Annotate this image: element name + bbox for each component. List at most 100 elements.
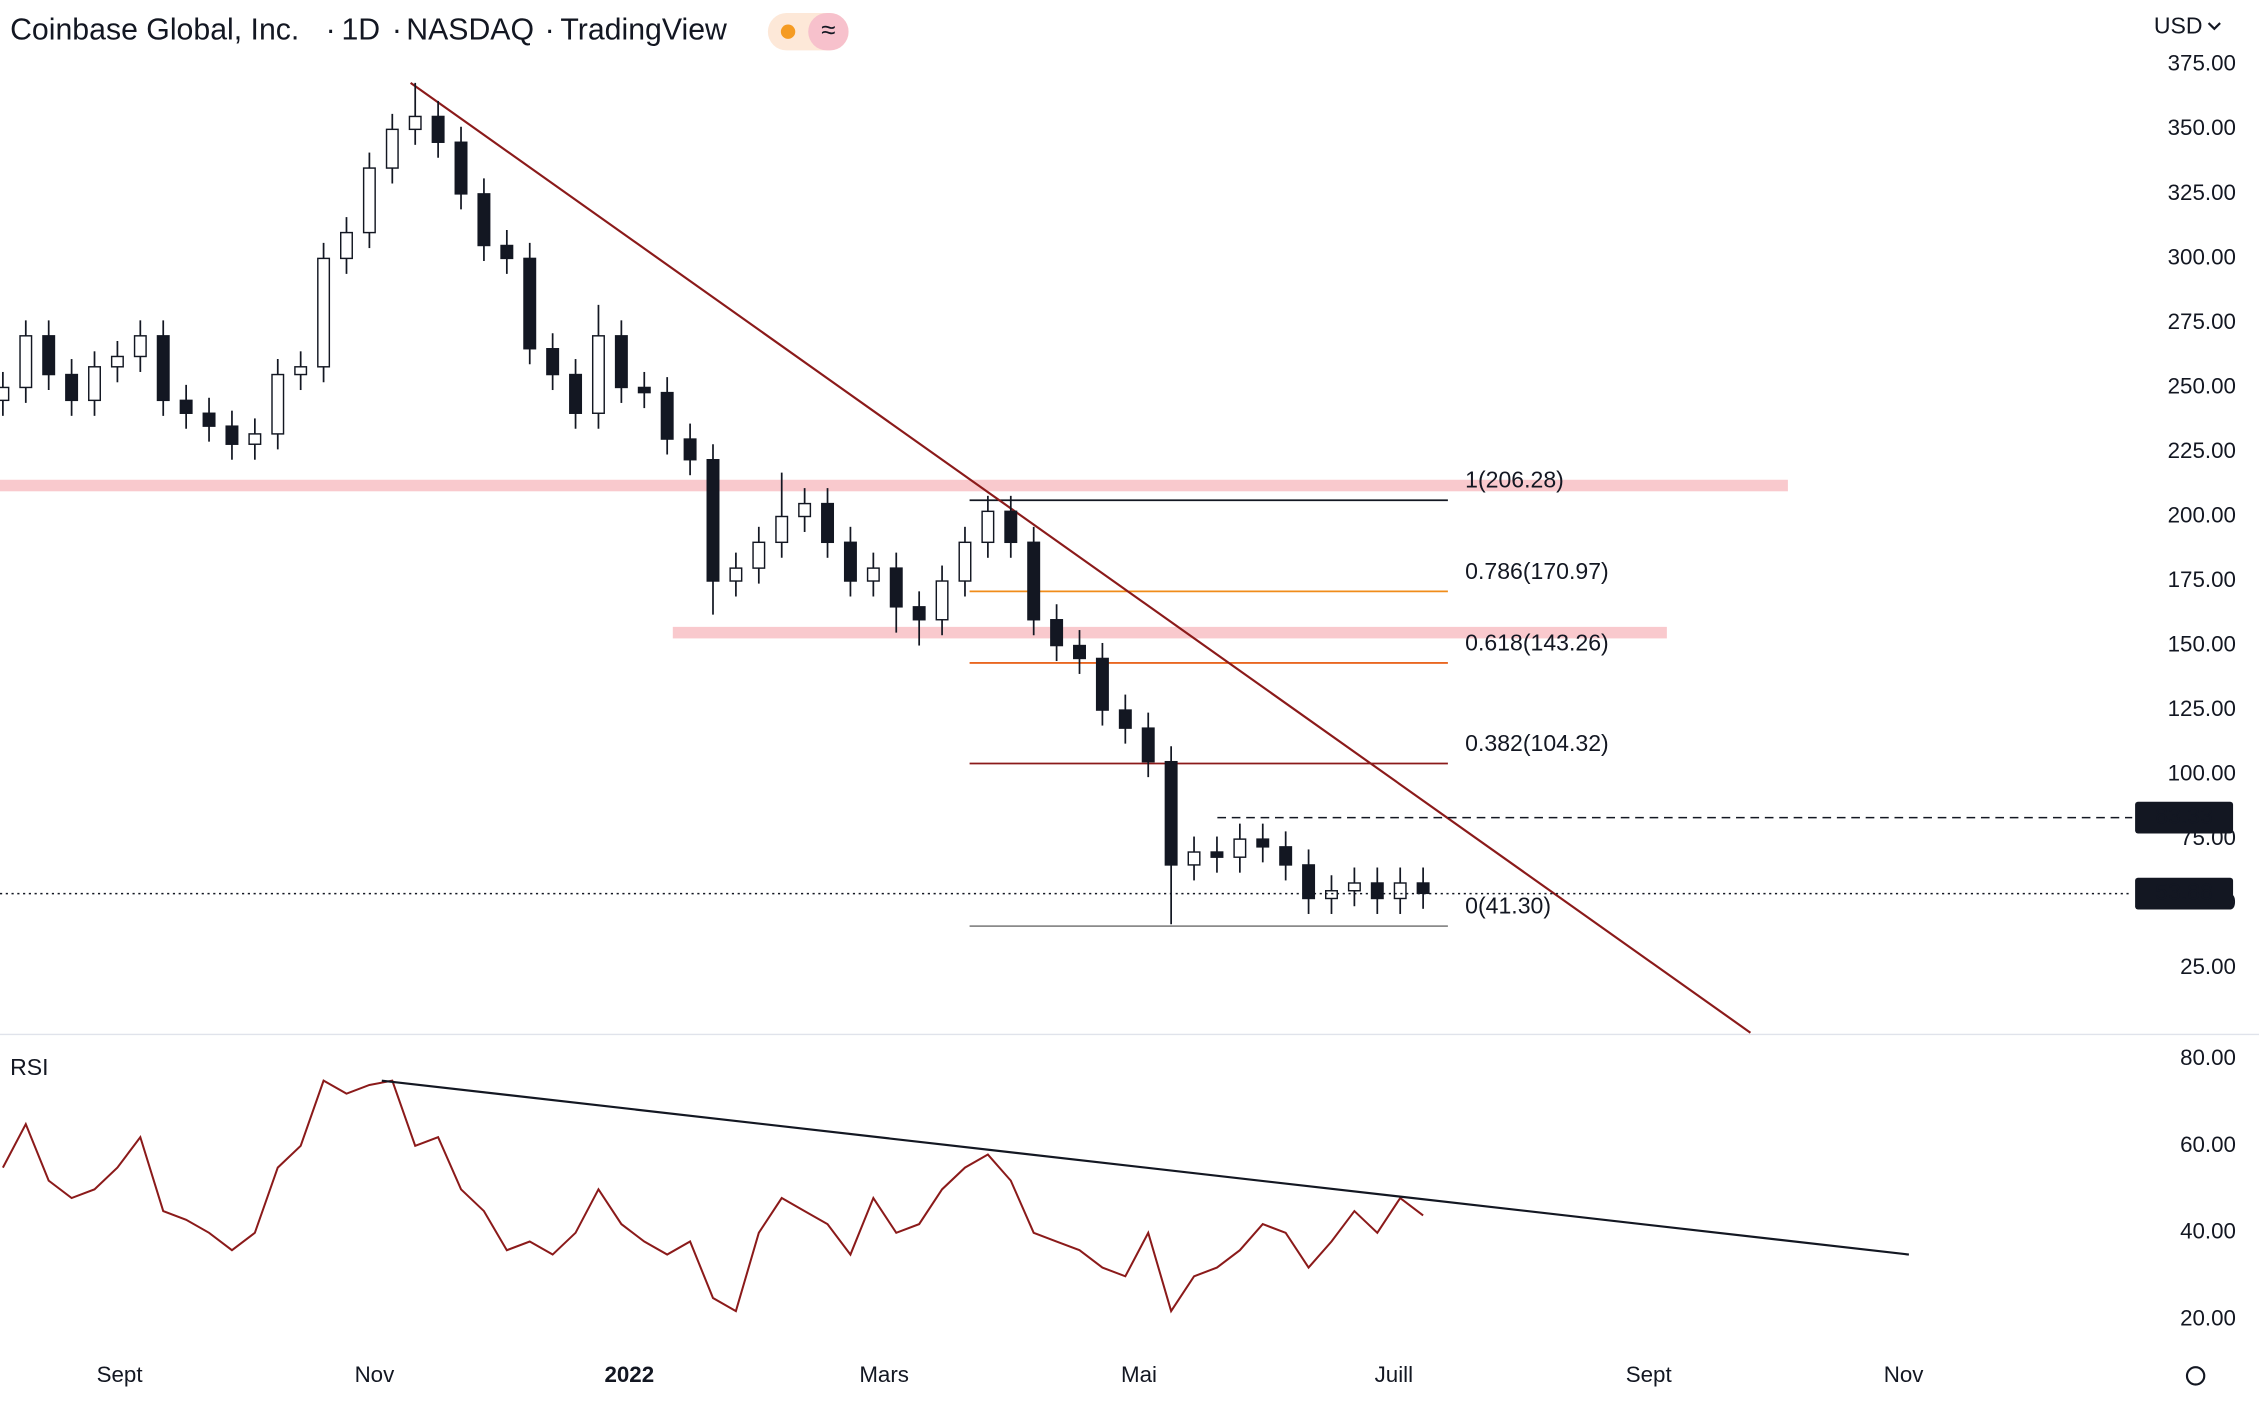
y-tick-label: 150.00 [2168,631,2236,656]
candle-body [637,386,651,394]
candle-body [912,606,926,621]
y-tick-label: 40.00 [2180,1219,2236,1244]
candle-body [1118,709,1132,729]
candle-body [1027,541,1041,621]
candle-body [729,567,743,582]
candle-body [889,567,903,608]
y-tick-label: 250.00 [2168,373,2236,398]
candle-body [981,510,995,544]
candle-body [500,244,514,260]
candle-body [1279,846,1293,866]
fib-label: 1(206.28) [1465,467,1564,493]
status-badge[interactable] [808,12,849,51]
candle-body [1073,644,1086,660]
candle-body [866,567,880,582]
x-tick-label: Nov [1884,1362,1925,1387]
candle-body [1347,882,1361,892]
candle-body [110,355,124,368]
indicator-title: RSI [10,1054,48,1080]
candle-body [179,399,193,414]
candle-body [683,438,697,461]
y-tick-label: 350.00 [2168,115,2236,140]
candle-body [1004,510,1018,544]
separator: · [326,14,336,47]
candle-body [614,335,628,389]
candle-body [0,386,10,402]
fib-label: 0.618(143.26) [1465,629,1609,655]
candle-body [317,257,331,368]
market-icon [780,24,796,39]
support-zone [0,479,1788,492]
candle-body [65,373,79,402]
candle-body [1141,727,1155,763]
candle-body [591,335,605,414]
candle-body [42,335,56,376]
separator: · [392,14,402,47]
candle-body [1095,657,1109,711]
candle-body [1325,890,1338,900]
settings-icon[interactable] [2185,1366,2206,1386]
candle-body [546,348,560,376]
delay-icon: ≈ [821,17,835,45]
candle-body [248,433,262,445]
candle-body [706,458,720,582]
y-tick-label: 175.00 [2168,567,2236,592]
candle-body [1164,760,1178,866]
candle-body [1370,882,1384,900]
candle-body [660,391,674,440]
y-tick-label: 325.00 [2168,180,2236,205]
candle-body [775,515,789,544]
y-tick-label: 60.00 [2180,1132,2236,1157]
separator: · [545,14,555,47]
candle-body [202,412,216,427]
y-tick-label: 80.00 [2180,1045,2236,1070]
y-tick-label: 200.00 [2168,502,2236,527]
candle-body [340,231,353,260]
x-tick-label: Sept [97,1362,144,1387]
candle-body [408,115,422,131]
candle-body [569,373,583,414]
y-tick-label: 25.00 [2180,954,2236,979]
x-tick-label: Juill [1375,1362,1413,1387]
trendline [409,82,1752,1034]
price-tag [2135,877,2234,910]
candle-body [523,257,537,350]
y-tick-label: 300.00 [2168,244,2236,269]
candle-body [19,335,33,389]
candle-body [935,580,949,621]
x-tick-label: Mars [859,1362,909,1387]
candle-body [477,193,491,247]
y-tick-label: 375.00 [2168,51,2236,76]
price-tag-label: 53.88 [2155,879,2213,905]
candle-body [225,425,239,445]
x-tick-label: Mai [1121,1362,1157,1387]
candle-body [1393,882,1407,900]
y-tick-label: 20.00 [2180,1306,2236,1331]
candle-body [156,335,170,402]
trendline [381,1079,1910,1256]
y-tick-label: 225.00 [2168,438,2236,463]
candle-body [958,541,972,582]
currency-chevron[interactable] [2207,22,2221,31]
candle-body [1416,882,1430,895]
candle-body [133,335,147,358]
symbol: Coinbase Global, Inc. [10,14,299,47]
support-zone [672,626,1667,639]
x-tick-label: 2022 [604,1362,654,1387]
exchange: NASDAQ [406,14,534,47]
candle-body [1050,619,1064,647]
candle-body [454,141,468,195]
candle-body [1302,864,1316,900]
fib-label: 0.786(170.97) [1465,558,1609,584]
candle-body [362,167,376,234]
source: TradingView [560,14,727,47]
fib-label: 0(41.30) [1465,892,1551,918]
currency[interactable]: USD [2154,12,2203,38]
candle-body [294,366,308,376]
candle-body [88,366,101,402]
candle-body [1256,838,1270,848]
x-tick-label: Nov [355,1362,396,1387]
candle-body [1233,838,1247,858]
interval: 1D [341,14,380,47]
